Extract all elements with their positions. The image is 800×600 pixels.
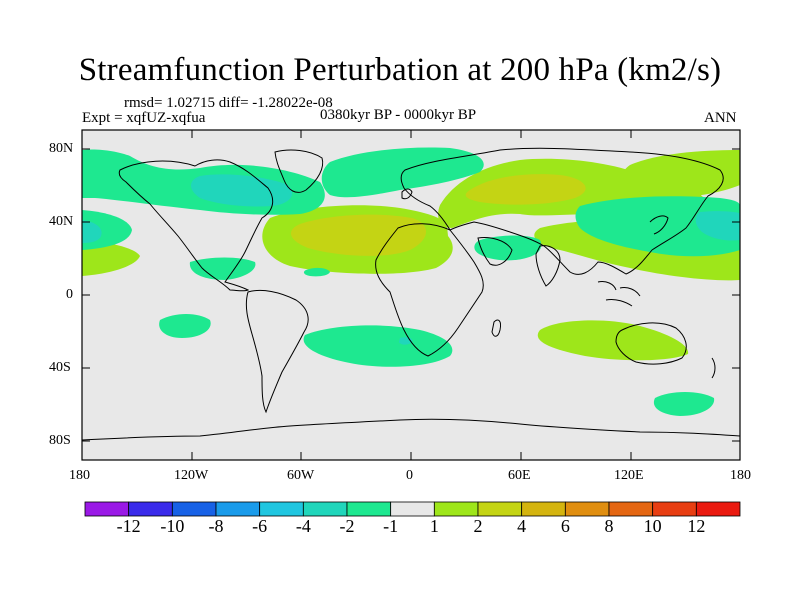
lon-tick-label: 180 (69, 468, 90, 483)
colorbar-swatch (128, 501, 173, 517)
colorbar-label: -8 (208, 516, 224, 536)
positive-region-west-pacific (82, 240, 140, 276)
map-title: Streamfunction Perturbation at 200 hPa (… (78, 52, 722, 88)
lon-tick-label: 120W (174, 468, 209, 483)
colorbar-label: -4 (295, 516, 311, 536)
colorbar-label: 6 (560, 516, 570, 536)
coast-uk (401, 188, 413, 200)
coast-arabia (477, 237, 513, 266)
experiment-label: Expt = xqfUZ-xqfua (82, 110, 206, 126)
coast-africa (375, 223, 484, 357)
coast-antarctica (82, 418, 740, 441)
colorbar-swatch (433, 501, 479, 517)
coast-japan (649, 215, 669, 235)
lat-tick-label: 40N (49, 214, 74, 229)
colorbar-label: 4 (517, 516, 527, 536)
coastlines (82, 147, 740, 441)
colorbar-label: 2 (473, 516, 483, 536)
coast-madagascar (491, 319, 501, 337)
positive-core-eurasia (465, 174, 586, 205)
lon-tick-label: 180 (730, 468, 751, 483)
colorbar-label: 8 (604, 516, 614, 536)
colorbar-swatch (302, 501, 348, 517)
lat-tick-label: 80S (49, 433, 71, 448)
lat-tick-label: 80N (49, 141, 74, 156)
coast-india (535, 245, 561, 287)
axis-ticks (81, 130, 741, 460)
colorbar-label: 10 (643, 516, 662, 536)
colorbar-label: -12 (116, 516, 141, 536)
negative-region-south-pacific (159, 314, 211, 338)
positive-region-arctic-pacific (622, 150, 740, 197)
negative-region-tropical-east-pacific-small (303, 267, 330, 277)
colorbar-label: -6 (252, 516, 268, 536)
colorbar-swatch (390, 501, 435, 517)
lon-tick-label: 60W (287, 468, 315, 483)
colorbar-swatch (259, 501, 304, 517)
negative-region-tropical-east-pacific (189, 257, 256, 280)
lon-tick-label: 0 (406, 468, 413, 483)
colorbar-swatch (477, 501, 523, 517)
coast-north-america (118, 159, 274, 292)
colorbar-swatch (171, 501, 217, 517)
stats-line: rmsd= 1.02715 diff= -1.28022e-08 (124, 95, 333, 111)
positive-region-south-pacific (537, 320, 689, 361)
negative-region-southern-ocean (653, 392, 715, 416)
negative-core-northeast-pacific (695, 211, 740, 241)
colorbar-label: 12 (687, 516, 706, 536)
negative-core-west-pacific-north (82, 220, 102, 243)
lon-tick-label: 120E (614, 468, 644, 483)
season-label: ANN (704, 110, 737, 126)
colorbar-label: -2 (339, 516, 355, 536)
colorbar-swatch (652, 501, 697, 517)
coast-greenland (274, 149, 324, 193)
colorbar (84, 501, 741, 517)
colorbar-swatch (608, 501, 654, 517)
colorbar-swatch (564, 501, 610, 517)
positive-core-north-atlantic (290, 214, 427, 256)
colorbar-swatch (84, 501, 130, 517)
colorbar-label: -1 (383, 516, 399, 536)
coast-maritime-asia (597, 281, 641, 307)
coast-eurasia (400, 147, 724, 275)
negative-region-south-atlantic (303, 325, 453, 367)
colorbar-label: 1 (429, 516, 439, 536)
lat-tick-label: 40S (49, 360, 71, 375)
colorbar-swatch (346, 501, 392, 517)
coast-new-zealand (711, 357, 716, 379)
coast-australia (615, 322, 687, 365)
negative-region-arabia (474, 235, 542, 261)
period-label: 0380kyr BP - 0000kyr BP (320, 107, 477, 123)
negative-core-north-america (191, 174, 293, 207)
colorbar-label: -10 (160, 516, 185, 536)
negative-region-northeast-pacific (575, 196, 740, 257)
colorbar-swatch (695, 501, 741, 517)
coast-south-america (245, 289, 309, 414)
lon-tick-label: 60E (508, 468, 531, 483)
colorbar-swatch (521, 501, 566, 517)
lat-tick-label: 0 (66, 287, 73, 302)
colorbar-swatch (215, 501, 261, 517)
